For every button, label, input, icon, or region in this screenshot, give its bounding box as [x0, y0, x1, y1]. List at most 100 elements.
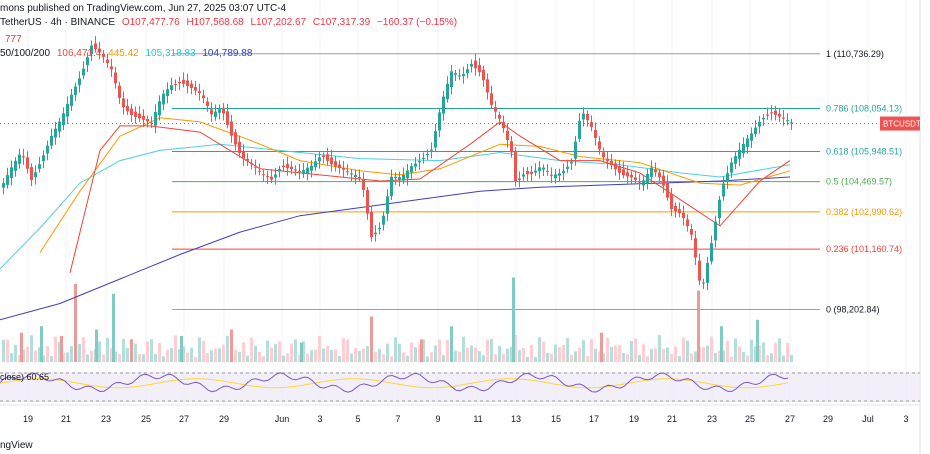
candle-body: [138, 113, 141, 119]
rsi-ma-line: [0, 378, 789, 389]
candle-body: [774, 110, 777, 115]
candle-body: [446, 83, 449, 100]
candle-body: [250, 163, 253, 165]
low-value: L107,202.67: [250, 17, 307, 28]
x-tick-label: 21: [667, 414, 677, 424]
volume-bar: [466, 347, 469, 362]
volume-bar: [610, 346, 613, 362]
candle-body: [62, 113, 65, 126]
volume-bar: [194, 356, 197, 362]
candle-body: [258, 170, 261, 172]
candle-body: [582, 113, 585, 120]
high-value: H107,568.68: [186, 17, 244, 28]
symbol-label: TetherUS · 4h · BINANCE: [0, 17, 116, 28]
volume-bar: [266, 340, 269, 362]
volume-bar: [112, 293, 115, 362]
volume-bar: [438, 339, 441, 362]
volume-bar: [54, 336, 57, 362]
volume-bar: [298, 354, 301, 362]
candle-body: [182, 79, 185, 84]
candle-body: [746, 138, 749, 148]
candle-body: [110, 66, 113, 70]
candle-body: [478, 64, 481, 73]
candle-body: [30, 167, 33, 181]
candle-body: [254, 166, 257, 168]
volume-bar: [158, 342, 161, 362]
fib-level-label: 1 (110,736.29): [826, 49, 884, 59]
volume-bar: [600, 332, 603, 362]
volume-bar: [102, 354, 105, 362]
x-tick-label: 13: [511, 414, 521, 424]
volume-bar: [178, 349, 181, 362]
x-tick-label: 19: [23, 414, 33, 424]
volume-bar: [434, 345, 437, 362]
volume-bar: [214, 348, 217, 362]
volume-bar: [374, 351, 377, 362]
candle-body: [474, 60, 477, 69]
volume-bar: [690, 353, 693, 362]
volume-bar: [706, 345, 709, 362]
volume-bar: [346, 339, 349, 362]
volume-bar: [110, 347, 113, 362]
candle-body: [686, 219, 689, 227]
candle-body: [414, 163, 417, 167]
volume-bar: [778, 338, 781, 362]
candle-body: [702, 282, 705, 284]
x-tick-label: 27: [785, 414, 795, 424]
volume-bar: [150, 339, 153, 362]
volume-bar: [250, 337, 253, 362]
candle-body: [458, 75, 461, 77]
candle-body: [622, 169, 625, 176]
candle-body: [786, 120, 789, 122]
candle-body: [386, 196, 389, 214]
candle-body: [346, 171, 349, 173]
candle-body: [10, 167, 13, 179]
candle-body: [50, 135, 53, 146]
ma-legend: 50/100/200 106,471.4 445.42 105,318.83 1…: [0, 48, 256, 59]
volume-bar: [30, 335, 33, 362]
candle-body: [586, 113, 589, 121]
candle-body: [294, 169, 297, 171]
candle-body: [602, 152, 605, 158]
volume-bar: [154, 353, 157, 362]
volume-bar: [526, 356, 529, 362]
candle-body: [382, 215, 385, 225]
volume-bar: [180, 336, 183, 362]
tradingview-brand: ngView: [0, 440, 33, 451]
candle-body: [158, 101, 161, 116]
publish-line: mons published on TradingView.com, Jun 2…: [0, 3, 287, 14]
candle-body: [42, 155, 45, 162]
volume-bar: [562, 344, 565, 362]
candle-body: [402, 175, 405, 181]
fib-level-label: 0.5 (104,469.57): [826, 177, 892, 187]
candle-body: [466, 69, 469, 74]
volume-bar: [286, 353, 289, 362]
candle-body: [262, 174, 265, 176]
volume-bar: [770, 353, 773, 362]
volume-bar: [482, 355, 485, 362]
candle-body: [290, 166, 293, 170]
volume-bar: [750, 339, 753, 362]
volume-bar: [514, 335, 517, 362]
volume-bar: [742, 351, 745, 362]
candle-body: [626, 172, 629, 177]
volume-bar: [582, 340, 585, 362]
candle-body: [554, 174, 557, 179]
volume-bar: [86, 354, 89, 362]
candle-body: [730, 162, 733, 173]
volume-bar: [182, 346, 185, 362]
candle-body: [598, 141, 601, 150]
volume-bar: [118, 354, 121, 362]
candle-body: [74, 86, 77, 96]
candle-body: [710, 243, 713, 262]
volume-bar: [40, 326, 43, 362]
volume-bar: [586, 355, 589, 362]
candle-body: [758, 121, 761, 127]
candle-body: [226, 111, 229, 125]
volume-bar: [254, 345, 257, 362]
volume-bar: [754, 346, 757, 362]
candle-body: [538, 167, 541, 172]
volume-bar: [222, 344, 225, 362]
candle-body: [102, 53, 105, 57]
